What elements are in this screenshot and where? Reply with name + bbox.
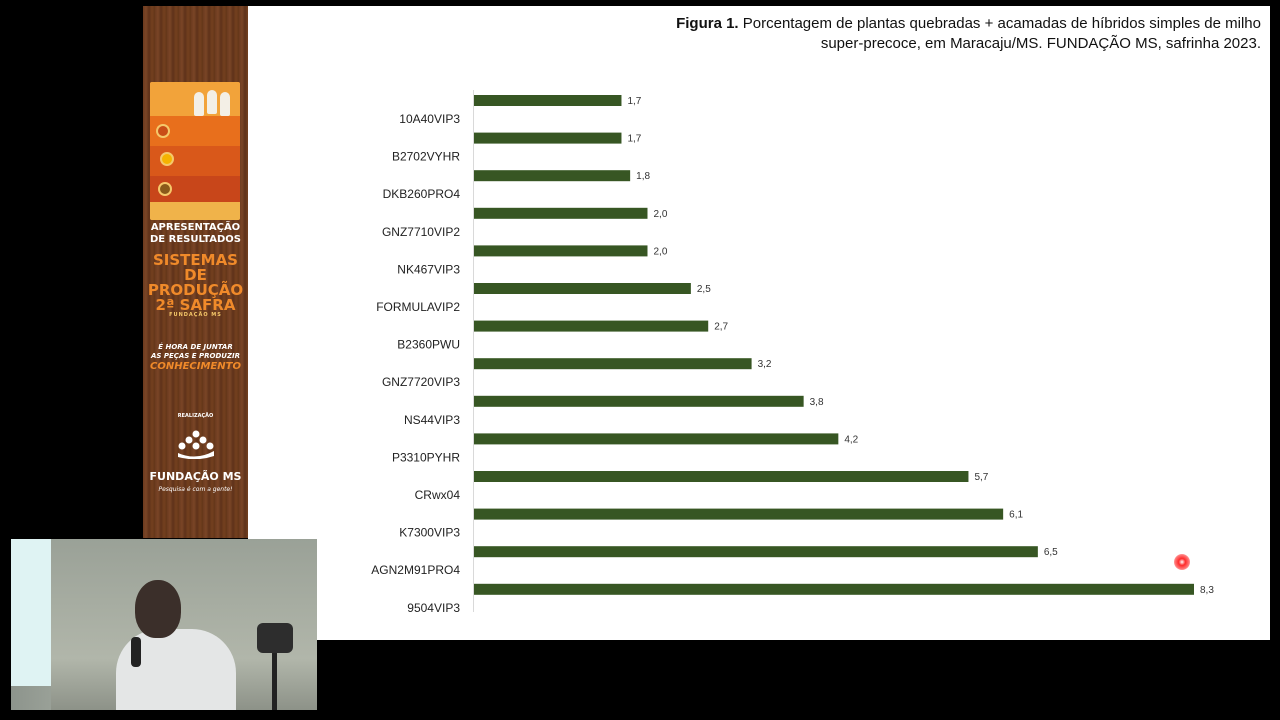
category-label-9504VIP3: 9504VIP3 [407, 601, 460, 615]
value-label-GNZ7720VIP3: 3,2 [758, 359, 772, 370]
video-camera-icon [257, 623, 293, 653]
bar-NS44VIP3 [474, 395, 804, 407]
bar-GNZ7720VIP3 [474, 358, 752, 370]
category-label-B2360PWU: B2360PWU [397, 338, 460, 352]
value-label-CRwx04: 5,7 [974, 472, 988, 483]
laser-pointer-dot [1174, 554, 1190, 570]
sidebar-slogan: É HORA DE JUNTAR AS PEÇAS E PRODUZIR [143, 343, 248, 361]
bar-K7300VIP3 [474, 508, 1004, 520]
value-label-K7300VIP3: 6,1 [1009, 510, 1023, 521]
sidebar-line1: APRESENTAÇÃO [150, 222, 241, 233]
bar-NK467VIP3 [474, 245, 648, 257]
category-label-K7300VIP3: K7300VIP3 [399, 526, 460, 540]
bar-chart: 1,7 10A40VIP3 1,7 B2702VYHR 1,8 DKB260PRO4 2,0… [371, 90, 1214, 615]
value-label-10A40VIP3: 1,7 [627, 96, 641, 107]
bar-GNZ7710VIP2 [474, 207, 648, 219]
category-label-NK467VIP3: NK467VIP3 [397, 262, 460, 276]
category-label-GNZ7720VIP3: GNZ7720VIP3 [382, 375, 460, 389]
bar-CRwx04 [474, 471, 969, 482]
chart-title-text: Porcentagem de plantas quebradas + acama… [742, 15, 1261, 52]
value-label-FORMULAVIP2: 2,5 [697, 284, 711, 295]
category-label-FORMULAVIP2: FORMULAVIP2 [376, 300, 460, 314]
value-label-NK467VIP3: 2,0 [653, 246, 667, 257]
bar-10A40VIP3 [474, 95, 622, 106]
sidebar-line6: FUNDAÇÃO MS [169, 312, 222, 318]
value-label-B2360PWU: 2,7 [714, 322, 728, 333]
bar-FORMULAVIP2 [474, 283, 691, 294]
camera-tripod [272, 653, 277, 710]
video-projection-screen [11, 539, 51, 686]
value-label-NS44VIP3: 3,8 [810, 397, 824, 408]
sidebar-slogan1: É HORA DE JUNTAR [158, 343, 233, 351]
chart-title: Figura 1. Porcentagem de plantas quebrad… [641, 14, 1261, 54]
value-label-AGN2M91PRO4: 6,5 [1044, 547, 1058, 558]
category-label-P3310PYHR: P3310PYHR [392, 450, 460, 464]
value-label-DKB260PRO4: 1,8 [636, 171, 650, 182]
fundacao-hexagon-logo-icon [178, 430, 214, 459]
sidebar-slogan3: CONHECIMENTO [150, 361, 241, 372]
sidebar-heading: APRESENTAÇÃO DE RESULTADOS [143, 222, 248, 246]
category-label-10A40VIP3: 10A40VIP3 [399, 112, 460, 126]
event-sidebar-banner: APRESENTAÇÃO DE RESULTADOS SISTEMAS DE P… [143, 6, 248, 538]
category-label-B2702VYHR: B2702VYHR [392, 150, 460, 164]
bar-AGN2M91PRO4 [474, 546, 1038, 558]
bar-9504VIP3 [474, 583, 1194, 595]
sidebar-logo-text: FUNDAÇÃO MS [149, 470, 242, 483]
chart-title-label: Figura 1. [676, 15, 739, 32]
bar-DKB260PRO4 [474, 170, 631, 182]
bar-B2360PWU [474, 320, 709, 332]
sidebar-line2: DE RESULTADOS [150, 234, 241, 245]
microphone-icon [131, 637, 141, 667]
sidebar-line4: PRODUÇÃO [147, 281, 244, 299]
sidebar-realizacao: REALIZAÇÃO [177, 413, 214, 419]
bar-B2702VYHR [474, 132, 622, 144]
sidebar-slogan2: AS PEÇAS E PRODUZIR [150, 352, 241, 360]
sidebar-line3: SISTEMAS DE [152, 251, 238, 284]
category-label-GNZ7710VIP2: GNZ7710VIP2 [382, 225, 460, 239]
presenter-head [135, 580, 181, 638]
farming-illustration [150, 82, 240, 220]
category-label-DKB260PRO4: DKB260PRO4 [383, 187, 461, 201]
category-label-CRwx04: CRwx04 [415, 488, 461, 502]
category-label-AGN2M91PRO4: AGN2M91PRO4 [371, 563, 460, 577]
value-label-B2702VYHR: 1,7 [627, 134, 641, 145]
sidebar-event-title: SISTEMAS DE PRODUÇÃO 2ª SAFRA [143, 253, 248, 313]
sidebar-line5: 2ª SAFRA [155, 296, 236, 314]
presentation-slide: Figura 1. Porcentagem de plantas quebrad… [248, 6, 1270, 640]
presenter-video-feed [11, 539, 317, 710]
bar-P3310PYHR [474, 433, 839, 445]
value-label-GNZ7710VIP2: 2,0 [653, 209, 667, 220]
value-label-9504VIP3: 8,3 [1200, 585, 1214, 596]
value-label-P3310PYHR: 4,2 [844, 434, 858, 445]
sidebar-logo-tagline: Pesquisa é com a gente! [158, 486, 233, 493]
category-label-NS44VIP3: NS44VIP3 [404, 413, 460, 427]
